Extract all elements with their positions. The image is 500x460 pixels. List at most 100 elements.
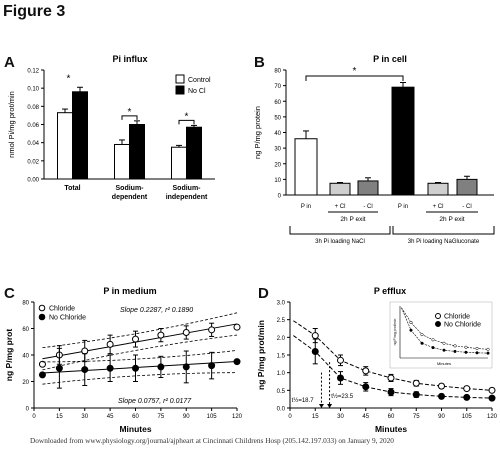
chart-d-ytick-label: 0.0 <box>277 407 286 413</box>
chart-a-bar-control <box>171 146 187 180</box>
chart-d-halflife-arrow <box>327 404 333 408</box>
chart-a-category-label: independent <box>166 194 208 201</box>
chart-d-data-point <box>438 382 445 390</box>
chart-b-sig-bracket <box>305 75 404 81</box>
chart-b-bar-label: + Cl <box>335 204 346 210</box>
chart-c-data-point <box>38 360 46 368</box>
chart-c-ytick-label: 0 <box>26 407 30 413</box>
chart-d-ylabel: ng P/mg prot/min <box>256 320 266 390</box>
chart-b-bar-label: P in <box>398 204 408 210</box>
chart-c-data-point <box>233 358 241 366</box>
chart-d-xtick-label: 60 <box>388 414 395 420</box>
chart-d-data-point <box>362 383 370 391</box>
chart-d-data-point <box>387 374 395 382</box>
chart-a-sig-bracket <box>121 115 138 120</box>
chart-a-ytick-label: 0.12 <box>27 69 39 75</box>
chart-b-bar-label: - Cl <box>462 204 471 210</box>
chart-b-loading-bracket <box>289 226 391 235</box>
chart-a-pi-influx: Pi influx nmol Pi/mg prot/min 0.00 0.02 0.04… <box>7 54 215 201</box>
chart-d-xtick-label: 75 <box>413 414 420 420</box>
chart-c-legend-marker <box>38 313 46 321</box>
chart-c-xtick-label: 30 <box>81 414 88 420</box>
chart-c-xtick-label: 90 <box>183 414 190 420</box>
panel-letter-c: C <box>4 285 15 302</box>
chart-c-data-point <box>233 323 241 331</box>
chart-a-legend-label: Control <box>188 77 211 84</box>
chart-b-group-label: 2h P exit <box>439 216 464 223</box>
chart-b-bar <box>427 182 449 196</box>
chart-a-bar-no-cl <box>129 124 145 180</box>
chart-c-xlabel: Minutes <box>119 424 151 434</box>
chart-c-confidence-band <box>42 372 238 385</box>
panel-letter-a: A <box>4 54 15 71</box>
chart-d-inset-point <box>464 350 468 354</box>
chart-a-legend-label: No Cl <box>188 88 206 95</box>
chart-c-data-point <box>182 363 190 371</box>
chart-d-data-point <box>463 385 471 393</box>
chart-d-inset-ylabel: ng P/mg prot/min <box>393 319 397 346</box>
chart-d-ytick-label: 1.5 <box>277 354 286 360</box>
chart-b-ytick-label: 60 <box>274 100 281 106</box>
chart-b-significance: * <box>353 66 357 77</box>
chart-c-ytick-label: 40 <box>22 354 29 360</box>
chart-d-data-point <box>412 391 420 399</box>
chart-d-ytick-label: 0.5 <box>277 389 286 395</box>
chart-a-ytick-label: 0.06 <box>27 123 39 129</box>
chart-a-bar-control <box>57 112 73 180</box>
chart-b-ytick-label: 80 <box>274 69 281 75</box>
chart-a-ytick-label: 0.02 <box>27 159 39 165</box>
chart-c-data-point <box>106 340 114 348</box>
chart-d-inset-point <box>420 341 424 345</box>
chart-d-inset-point <box>420 333 424 337</box>
chart-d-halflife-label: t½=23.5 <box>331 393 354 400</box>
chart-b-bar-label: + Cl <box>433 204 444 210</box>
chart-a-legend-swatch <box>175 74 185 84</box>
chart-d-legend-label: No Chloride <box>444 322 481 329</box>
chart-d-legend-marker <box>435 321 441 327</box>
chart-c-xtick-label: 105 <box>207 414 218 420</box>
chart-b-ylabel: ng P/mg protein <box>253 106 262 159</box>
chart-b-ytick-label: 70 <box>274 84 281 90</box>
chart-c-xtick-label: 45 <box>107 414 114 420</box>
chart-c-p-in-medium: P in medium ng P/mg prot Minutes 0 20 40 60 80 0… <box>4 286 243 434</box>
chart-d-inset-point <box>475 346 479 351</box>
chart-d-inset-point <box>409 328 413 332</box>
chart-a-bar-no-cl <box>72 91 88 180</box>
chart-c-data-point <box>81 347 89 355</box>
chart-c-xtick-label: 120 <box>232 414 243 420</box>
chart-c-data-point <box>106 364 114 372</box>
chart-d-xtick-label: 105 <box>462 414 473 420</box>
chart-d-legend-label: Chloride <box>444 314 470 321</box>
chart-a-title: Pi influx <box>112 54 147 64</box>
chart-d-ytick-label: 1.0 <box>277 371 286 377</box>
chart-d-data-point <box>438 392 445 400</box>
chart-c-xtick-label: 0 <box>32 414 36 420</box>
chart-a-significance: * <box>128 107 132 118</box>
chart-d-data-point <box>311 332 319 340</box>
chart-c-legend-marker <box>38 304 46 312</box>
chart-c-ytick-label: 20 <box>22 380 29 386</box>
chart-b-p-in-cell: P in cell ng P/mg protein 0 10 20 30 40 50 60 70 8… <box>253 54 495 245</box>
chart-a-ytick-label: 0.00 <box>27 178 39 184</box>
chart-d-ytick-label: 3.0 <box>277 301 286 307</box>
chart-c-data-point <box>157 331 165 339</box>
chart-d-data-point <box>412 379 420 387</box>
chart-a-bar-no-cl <box>186 126 202 180</box>
chart-d-data-point <box>463 393 471 401</box>
chart-c-confidence-band <box>42 334 238 371</box>
chart-c-confidence-band <box>42 349 238 363</box>
chart-c-confidence-band <box>42 312 238 349</box>
chart-b-group-label: 2h P exit <box>340 216 365 223</box>
chart-d-halflife-arrow <box>318 404 324 408</box>
chart-c-fit-label-no-chloride: Slope 0.0757, r² 0.0177 <box>118 398 192 405</box>
chart-d-xtick-label: 0 <box>288 414 292 420</box>
chart-d-inset-point <box>442 341 446 345</box>
chart-a-ytick-label: 0.04 <box>27 141 39 147</box>
chart-d-xtick-label: 15 <box>312 414 319 420</box>
chart-d-data-point <box>488 386 496 394</box>
chart-d-inset-point <box>453 344 457 348</box>
chart-a-category-label: Total <box>64 185 80 192</box>
chart-d-title: P efflux <box>374 286 406 296</box>
chart-d-inset-point <box>431 338 435 342</box>
chart-d-inset-point <box>442 348 446 352</box>
